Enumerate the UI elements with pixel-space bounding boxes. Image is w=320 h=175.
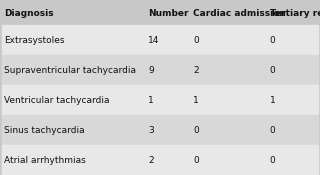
Bar <box>2 115 318 145</box>
Bar <box>2 0 318 25</box>
Bar <box>2 55 318 85</box>
Bar <box>2 145 318 175</box>
Text: 1: 1 <box>148 96 154 105</box>
Text: Extrasystoles: Extrasystoles <box>4 36 65 46</box>
Text: 0: 0 <box>193 126 199 135</box>
Text: 0: 0 <box>270 126 276 135</box>
Text: Tertiary referral: Tertiary referral <box>270 9 320 18</box>
Bar <box>2 25 318 55</box>
Text: 2: 2 <box>148 156 154 165</box>
Text: Cardiac admission: Cardiac admission <box>193 9 286 18</box>
Text: 0: 0 <box>270 156 276 165</box>
Text: Sinus tachycardia: Sinus tachycardia <box>4 126 85 135</box>
Text: Diagnosis: Diagnosis <box>4 9 54 18</box>
Text: 14: 14 <box>148 36 160 46</box>
Text: 1: 1 <box>270 96 276 105</box>
Text: 3: 3 <box>148 126 154 135</box>
Text: 0: 0 <box>270 66 276 75</box>
Bar <box>2 85 318 115</box>
Text: 9: 9 <box>148 66 154 75</box>
Text: 0: 0 <box>193 36 199 46</box>
Text: 1: 1 <box>193 96 199 105</box>
Text: Atrial arrhythmias: Atrial arrhythmias <box>4 156 86 165</box>
Text: Ventricular tachycardia: Ventricular tachycardia <box>4 96 110 105</box>
Text: Supraventricular tachycardia: Supraventricular tachycardia <box>4 66 136 75</box>
Text: 2: 2 <box>193 66 199 75</box>
Text: 0: 0 <box>193 156 199 165</box>
Text: 0: 0 <box>270 36 276 46</box>
Text: Number: Number <box>148 9 189 18</box>
